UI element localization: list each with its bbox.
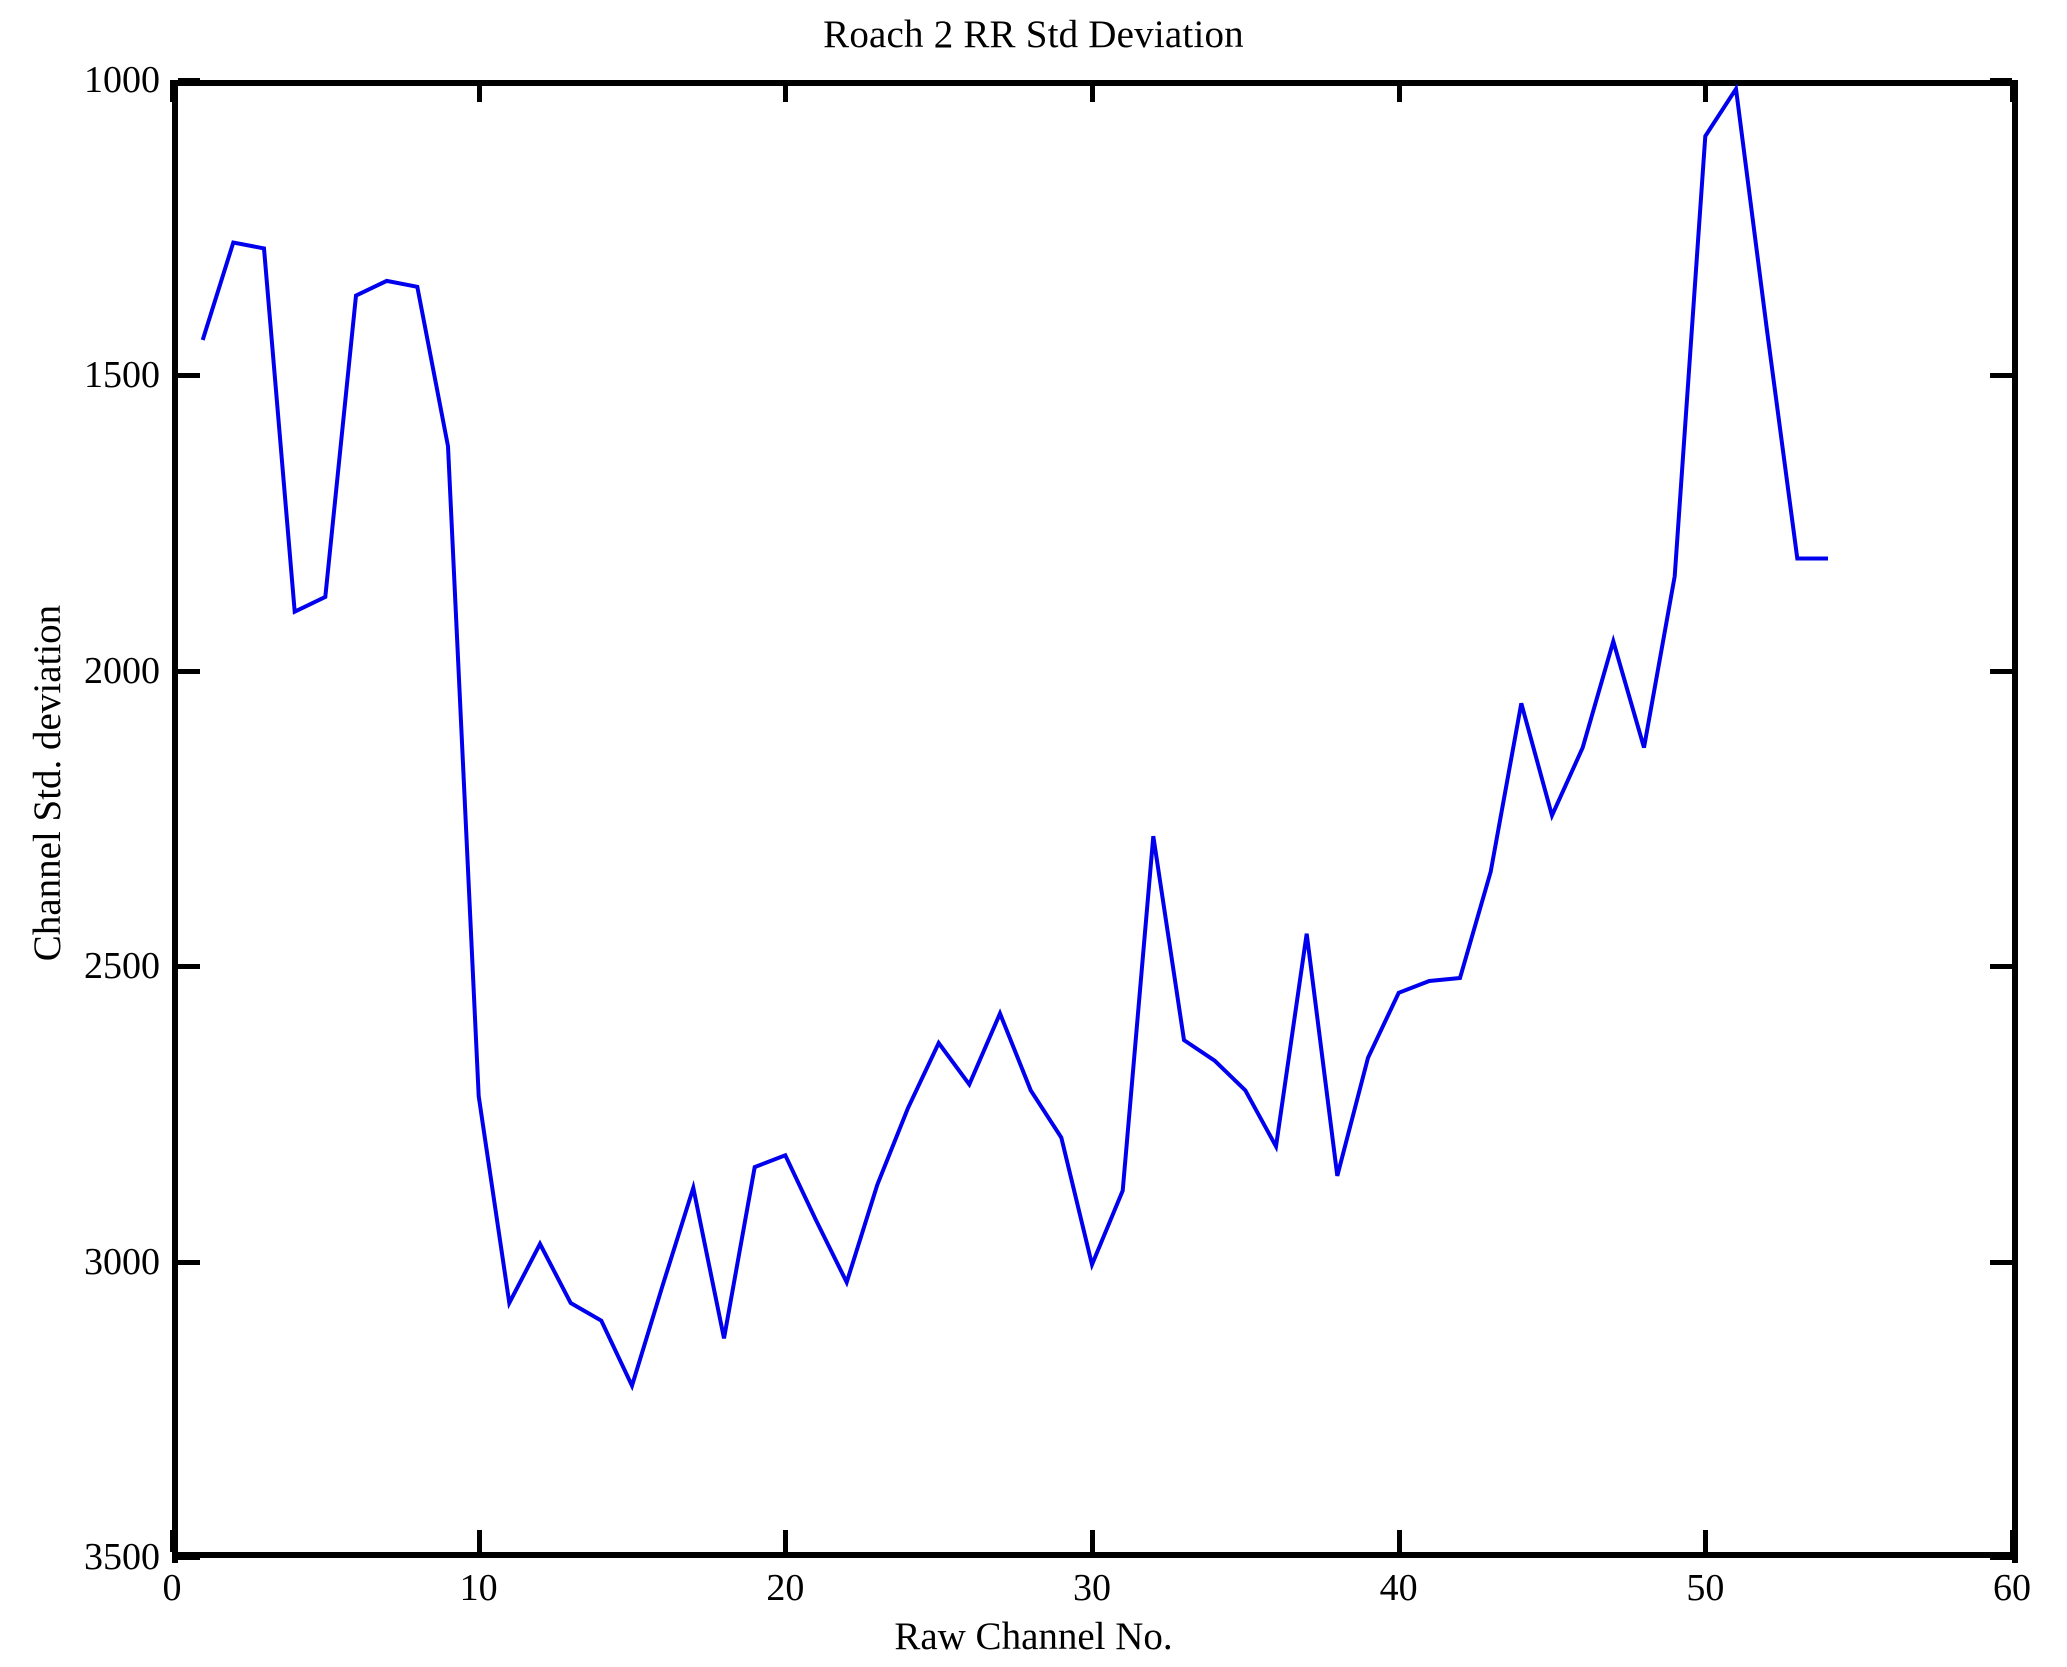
x-tick-mark-top: [1090, 80, 1095, 102]
x-tick-mark: [783, 1530, 789, 1552]
y-tick-label: 2000: [84, 649, 160, 692]
x-tick-label: 60: [1993, 1567, 2031, 1609]
x-tick-mark-top: [1703, 80, 1709, 102]
plot-area: [172, 80, 2012, 1557]
x-axis-line: [172, 1552, 2018, 1558]
x-tick-mark: [170, 1530, 175, 1552]
x-tick-mark-top: [476, 80, 482, 102]
x-tick-label: 30: [1073, 1567, 1111, 1609]
y-tick-label: 3500: [84, 1536, 160, 1578]
chart-title: Roach 2 RR Std Deviation: [823, 13, 1244, 56]
x-tick-mark: [1703, 1530, 1709, 1552]
x-axis-line-top: [172, 80, 2018, 86]
x-tick-mark-top: [170, 80, 175, 102]
y-tick-mark-right: [1990, 1555, 2012, 1560]
y-axis-line-right: [2012, 80, 2018, 1563]
x-tick-label: 0: [162, 1567, 182, 1609]
x-tick-mark: [476, 1530, 482, 1552]
x-tick-mark-top: [1396, 80, 1402, 102]
y-tick-mark-right: [1990, 78, 2012, 83]
y-tick-label: 1000: [84, 59, 160, 101]
line-series-path: [200, 83, 1828, 1392]
x-tick-label: 10: [459, 1567, 498, 1609]
y-tick-mark-right: [1990, 1259, 2012, 1265]
x-tick-mark: [1396, 1530, 1402, 1552]
y-tick-mark: [178, 373, 200, 379]
y-tick-mark: [178, 1259, 200, 1265]
x-axis-title: Raw Channel No.: [894, 1615, 1173, 1658]
y-tick-mark: [178, 668, 200, 674]
y-tick-mark: [178, 964, 200, 970]
x-tick-label: 20: [766, 1567, 805, 1609]
y-tick-mark-right: [1990, 668, 2012, 674]
y-axis-line: [172, 80, 178, 1563]
x-tick-mark: [1090, 1530, 1095, 1552]
y-tick-mark: [178, 1555, 200, 1560]
y-tick-label: 2500: [84, 945, 160, 988]
y-tick-mark-right: [1990, 964, 2012, 970]
line-series-svg: [200, 83, 1828, 1392]
y-tick-mark-right: [1990, 373, 2012, 379]
y-tick-label: 1500: [84, 354, 160, 397]
x-tick-mark: [2010, 1530, 2015, 1552]
y-axis-title: Channel Std. deviation: [26, 604, 69, 962]
x-tick-label: 40: [1379, 1567, 1418, 1609]
y-tick-mark: [178, 78, 200, 83]
x-tick-label: 50: [1686, 1567, 1725, 1609]
x-tick-mark-top: [2010, 80, 2015, 102]
x-tick-mark-top: [783, 80, 789, 102]
y-tick-label: 3000: [84, 1240, 160, 1283]
